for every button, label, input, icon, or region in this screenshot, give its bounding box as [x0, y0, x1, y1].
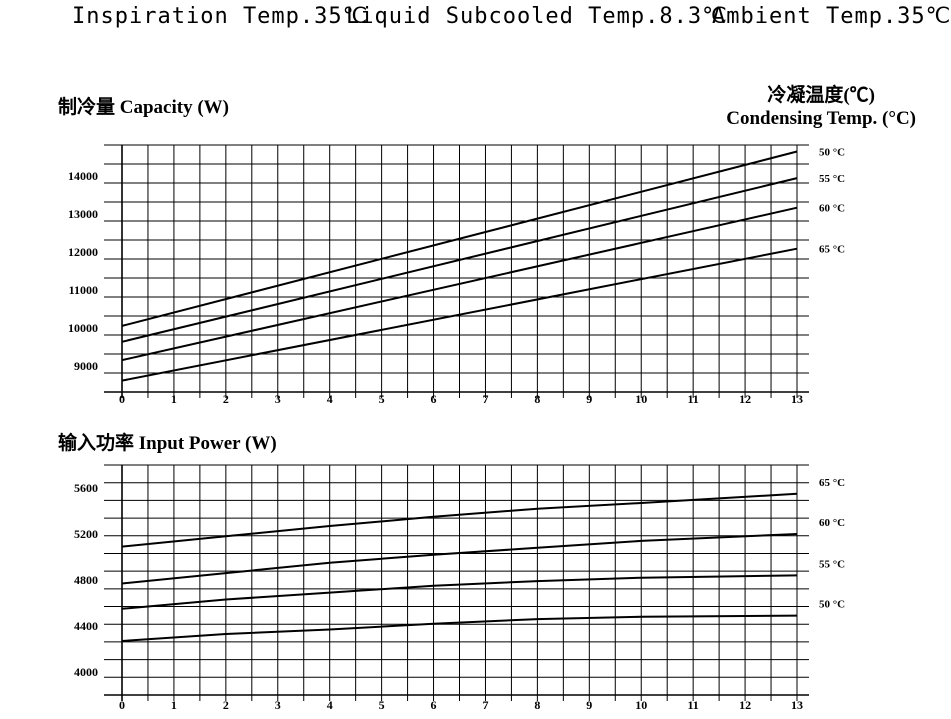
capacity-x-tick-label: 1 [171, 392, 177, 406]
power-x-tick-label: 3 [275, 698, 281, 712]
power-x-tick-label: 4 [327, 698, 333, 712]
power-y-tick-label: 4400 [74, 619, 98, 633]
condensing-temp-title-en: Condensing Temp. (°C) [726, 108, 916, 129]
power-x-tick-label: 10 [635, 698, 647, 712]
capacity-series-label: 55 °C [819, 173, 845, 185]
capacity-x-tick-label: 7 [482, 392, 488, 406]
power-series-line [121, 614, 798, 642]
input-power-title: 输入功率 Input Power (W) [58, 433, 277, 454]
capacity-y-tick-label: 13000 [68, 207, 98, 221]
capacity-x-tick-label: 3 [275, 392, 281, 406]
capacity-x-tick-label: 2 [223, 392, 229, 406]
power-x-tick-label: 12 [739, 698, 751, 712]
power-y-tick-label: 5200 [74, 527, 98, 541]
power-series-label: 60 °C [819, 517, 845, 529]
power-series-label: 65 °C [819, 477, 845, 489]
capacity-x-tick-label: 6 [431, 392, 437, 406]
power-x-tick-label: 5 [379, 698, 385, 712]
capacity-title: 制冷量 Capacity (W) [58, 97, 229, 118]
power-x-tick-label: 11 [687, 698, 698, 712]
capacity-x-tick-label: 0 [119, 392, 125, 406]
liquid-subcooled-temp: Liquid Subcooled Temp.8.3℃ [346, 4, 728, 29]
power-x-tick-label: 1 [171, 698, 177, 712]
capacity-y-tick-label: 11000 [69, 283, 98, 297]
capacity-y-tick-label: 10000 [68, 321, 98, 335]
power-x-tick-label: 2 [223, 698, 229, 712]
power-x-tick-label: 13 [791, 698, 803, 712]
capacity-x-tick-label: 4 [327, 392, 333, 406]
capacity-series-label: 50 °C [819, 146, 845, 158]
capacity-y-tick-label: 12000 [68, 245, 98, 259]
capacity-y-tick-label: 9000 [74, 359, 98, 373]
power-series-line [121, 574, 798, 610]
power-x-tick-label: 7 [482, 698, 488, 712]
condensing-temp-title-cn: 冷凝温度(℃) [767, 85, 875, 106]
power-x-tick-label: 0 [119, 698, 125, 712]
capacity-x-tick-label: 11 [687, 392, 698, 406]
inspiration-temp: Inspiration Temp.35℃ [72, 4, 369, 29]
capacity-series-line [121, 177, 798, 343]
capacity-x-tick-label: 5 [379, 392, 385, 406]
capacity-series-line [121, 247, 798, 382]
capacity-series-label: 65 °C [819, 244, 845, 256]
power-y-tick-label: 4000 [74, 665, 98, 679]
power-y-tick-label: 4800 [74, 573, 98, 587]
capacity-x-tick-label: 9 [586, 392, 592, 406]
power-series-label: 55 °C [819, 558, 845, 570]
capacity-x-tick-label: 13 [791, 392, 803, 406]
capacity-x-tick-label: 10 [635, 392, 647, 406]
power-series-line [121, 492, 798, 548]
capacity-x-tick-label: 12 [739, 392, 751, 406]
power-x-tick-label: 8 [534, 698, 540, 712]
power-y-tick-label: 5600 [74, 481, 98, 495]
capacity-series-label: 60 °C [819, 203, 845, 215]
capacity-series-line [121, 150, 798, 327]
capacity-series-line [121, 206, 798, 362]
ambient-temp: Ambient Temp.35℃ [712, 4, 951, 29]
capacity-y-tick-label: 14000 [68, 169, 98, 183]
capacity-x-tick-label: 8 [534, 392, 540, 406]
power-x-tick-label: 6 [431, 698, 437, 712]
power-x-tick-label: 9 [586, 698, 592, 712]
power-series-label: 50 °C [819, 599, 845, 611]
power-series-line [121, 533, 798, 585]
